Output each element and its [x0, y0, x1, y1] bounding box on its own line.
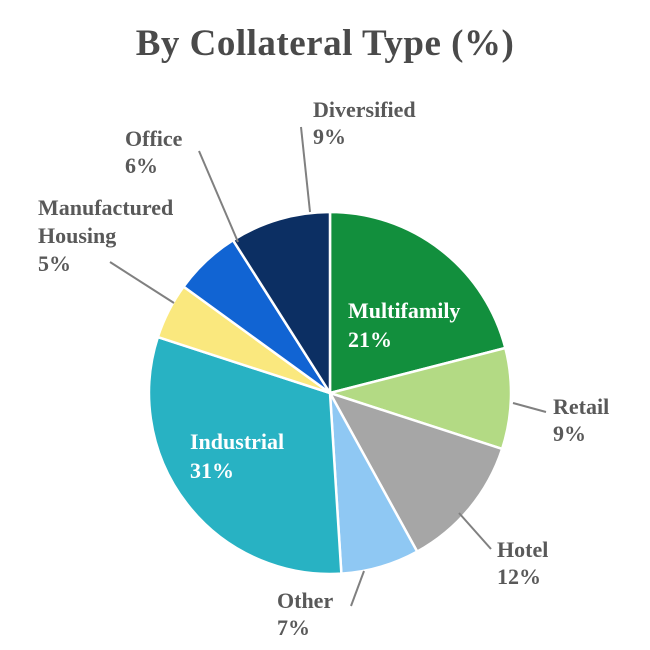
leader-line-manufactured-housing [109, 261, 175, 304]
leader-line-hotel [458, 512, 492, 550]
leader-line-diversified [300, 126, 311, 213]
slice-label-industrial-line2: 31% [190, 458, 234, 483]
slice-label-manufactured-housing-line2: Housing [38, 223, 116, 248]
slice-label-diversified-line1: Diversified [313, 97, 416, 122]
slice-label-manufactured-housing-line3: 5% [38, 251, 71, 276]
pie-slice-multifamily [328, 210, 507, 395]
slice-label-industrial-line1: Industrial [190, 429, 284, 454]
slice-label-office-line2: 6% [125, 153, 158, 178]
slice-label-diversified-line2: 9% [313, 124, 346, 149]
slice-label-retail-line2: 9% [553, 421, 586, 446]
pie-slice-hotel [328, 391, 504, 553]
leader-line-other [350, 570, 365, 607]
slice-label-retail-line1: Retail [553, 394, 609, 419]
slice-label-manufactured-housing-line1: Manufactured [38, 195, 173, 220]
chart-title: By Collateral Type (%) [135, 23, 515, 64]
slice-label-other-line1: Other [277, 588, 333, 613]
pie-slice-industrial [147, 335, 343, 576]
slice-label-multifamily-line1: Multifamily [348, 298, 460, 323]
slice-label-hotel-line2: 12% [497, 564, 541, 589]
leader-line-office [198, 150, 239, 243]
pie-slice-retail [328, 346, 513, 451]
slice-label-office-line1: Office [125, 126, 183, 151]
slice-label-multifamily-line2: 21% [348, 327, 392, 352]
leader-line-retail [512, 402, 547, 413]
slice-label-hotel-line1: Hotel [497, 537, 548, 562]
slice-label-other-line2: 7% [277, 615, 310, 640]
